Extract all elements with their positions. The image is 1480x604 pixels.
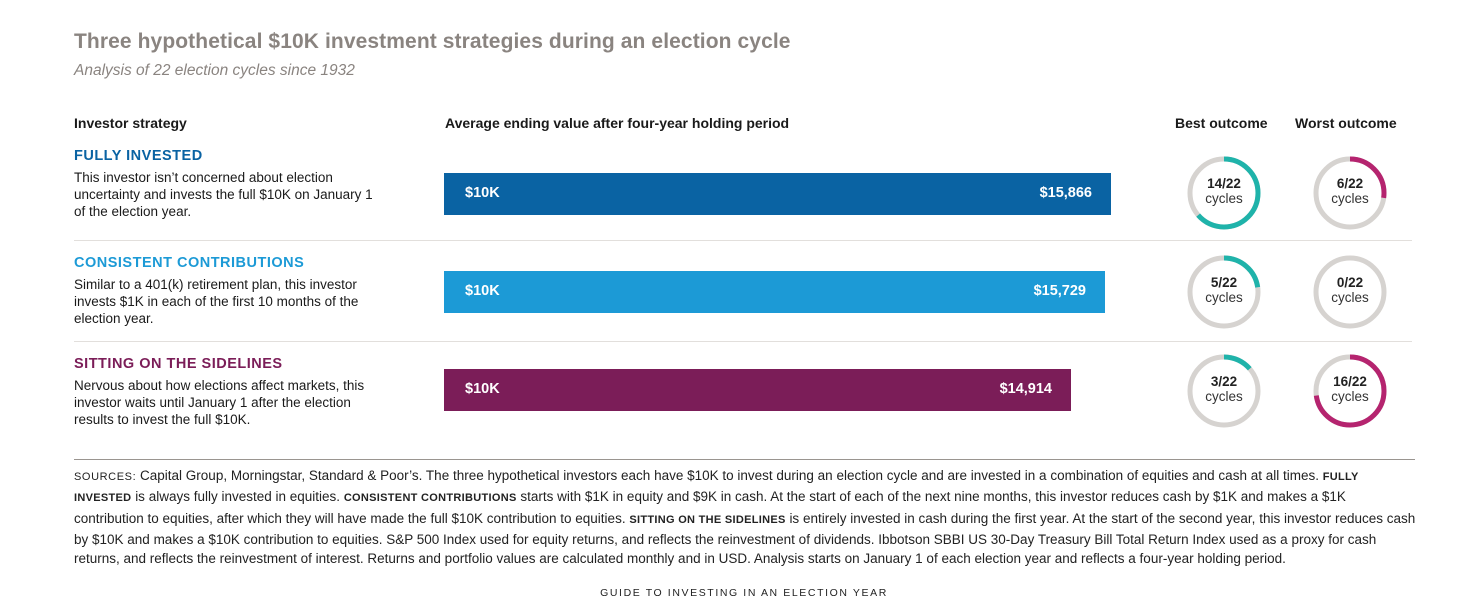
best-outcome-unit: cycles <box>1205 191 1243 206</box>
bar-start-label: $10K <box>465 381 500 397</box>
best-outcome-unit: cycles <box>1205 389 1243 404</box>
best-outcome-ring-consistent-contributions: 5/22 cycles <box>1184 252 1264 332</box>
sources-term-fully-invested: FULLY INVESTED <box>74 471 1359 505</box>
outcome-ring-graphic <box>1187 354 1261 428</box>
footer-guide-label: GUIDE TO INVESTING IN AN ELECTION YEAR <box>600 587 888 599</box>
outcome-ring-graphic <box>1313 354 1387 428</box>
column-header-strategy: Investor strategy <box>74 115 187 131</box>
best-outcome-ring-sitting-on-sidelines: 3/22 cycles <box>1184 351 1264 431</box>
worst-outcome-ring-fully-invested: 6/22 cycles <box>1310 153 1390 233</box>
worst-outcome-fraction: 0/22 <box>1336 275 1364 290</box>
best-outcome-fraction: 5/22 <box>1210 275 1238 290</box>
worst-outcome-arc <box>1313 354 1387 428</box>
best-outcome-arc <box>1187 156 1261 230</box>
best-outcome-arc <box>1187 354 1261 428</box>
chart-title: Three hypothetical $10K investment strat… <box>74 30 791 53</box>
strategy-name-fully-invested: FULLY INVESTED <box>74 148 203 164</box>
worst-outcome-ring-consistent-contributions: 0/22 cycles <box>1310 252 1390 332</box>
sources-text-4: is entirely invested in cash during the … <box>74 510 1416 567</box>
strategy-name-consistent-contributions: CONSISTENT CONTRIBUTIONS <box>74 255 305 271</box>
strategy-desc-fully-invested: This investor isn’t concerned about elec… <box>74 170 373 219</box>
strategy-name-sitting-on-sidelines: SITTING ON THE SIDELINES <box>74 356 283 372</box>
bar-start-label: $10K <box>465 185 500 201</box>
worst-outcome-fraction: 6/22 <box>1336 176 1364 191</box>
bar-fully-invested: $10K $15,866 <box>444 173 1111 215</box>
bar-sitting-on-sidelines: $10K $14,914 <box>444 369 1071 411</box>
best-outcome-arc <box>1187 255 1261 329</box>
best-outcome-fraction: 14/22 <box>1207 176 1241 191</box>
sources-text-3: starts with $1K in equity and $9K in cas… <box>74 489 1346 526</box>
sources-label: SOURCES: <box>74 471 137 483</box>
bar-value-label: $14,914 <box>999 381 1052 397</box>
footer-divider <box>74 459 1415 460</box>
sources-text-2: is always fully invested in equities. <box>135 489 341 505</box>
worst-outcome-unit: cycles <box>1331 191 1369 206</box>
best-outcome-fraction: 3/22 <box>1210 374 1238 389</box>
worst-outcome-unit: cycles <box>1331 290 1369 305</box>
outcome-ring-graphic <box>1187 255 1261 329</box>
ring-track <box>1313 255 1387 329</box>
best-outcome-ring-fully-invested: 14/22 cycles <box>1184 153 1264 233</box>
outcome-ring-graphic <box>1187 156 1261 230</box>
bar-consistent-contributions: $10K $15,729 <box>444 271 1105 313</box>
worst-outcome-arc <box>1313 156 1387 230</box>
column-header-worst: Worst outcome <box>1295 115 1397 131</box>
outcome-ring-graphic <box>1313 255 1387 329</box>
sources-note: SOURCES: Capital Group, Morningstar, Sta… <box>74 466 1419 568</box>
row-divider <box>74 240 1412 241</box>
strategy-desc-consistent-contributions: Similar to a 401(k) retirement plan, thi… <box>74 277 359 326</box>
worst-outcome-ring-sitting-on-sidelines: 16/22 cycles <box>1310 351 1390 431</box>
chart-subtitle: Analysis of 22 election cycles since 193… <box>74 62 355 79</box>
column-header-best: Best outcome <box>1175 115 1268 131</box>
best-outcome-unit: cycles <box>1205 290 1243 305</box>
worst-outcome-fraction: 16/22 <box>1333 374 1367 389</box>
sources-text-1: Capital Group, Morningstar, Standard & P… <box>140 468 1319 483</box>
bar-value-label: $15,866 <box>1039 185 1092 201</box>
bar-start-label: $10K <box>465 283 500 299</box>
row-divider <box>74 341 1412 342</box>
bar-value-label: $15,729 <box>1033 283 1086 299</box>
column-header-value: Average ending value after four-year hol… <box>445 115 790 131</box>
outcome-ring-graphic <box>1313 156 1387 230</box>
strategy-desc-sitting-on-sidelines: Nervous about how elections affect marke… <box>74 378 365 427</box>
sources-term-sitting-on-sidelines: SITTING ON THE SIDELINES <box>629 513 786 526</box>
worst-outcome-unit: cycles <box>1331 389 1369 404</box>
sources-term-consistent-contributions: CONSISTENT CONTRIBUTIONS <box>343 492 517 505</box>
